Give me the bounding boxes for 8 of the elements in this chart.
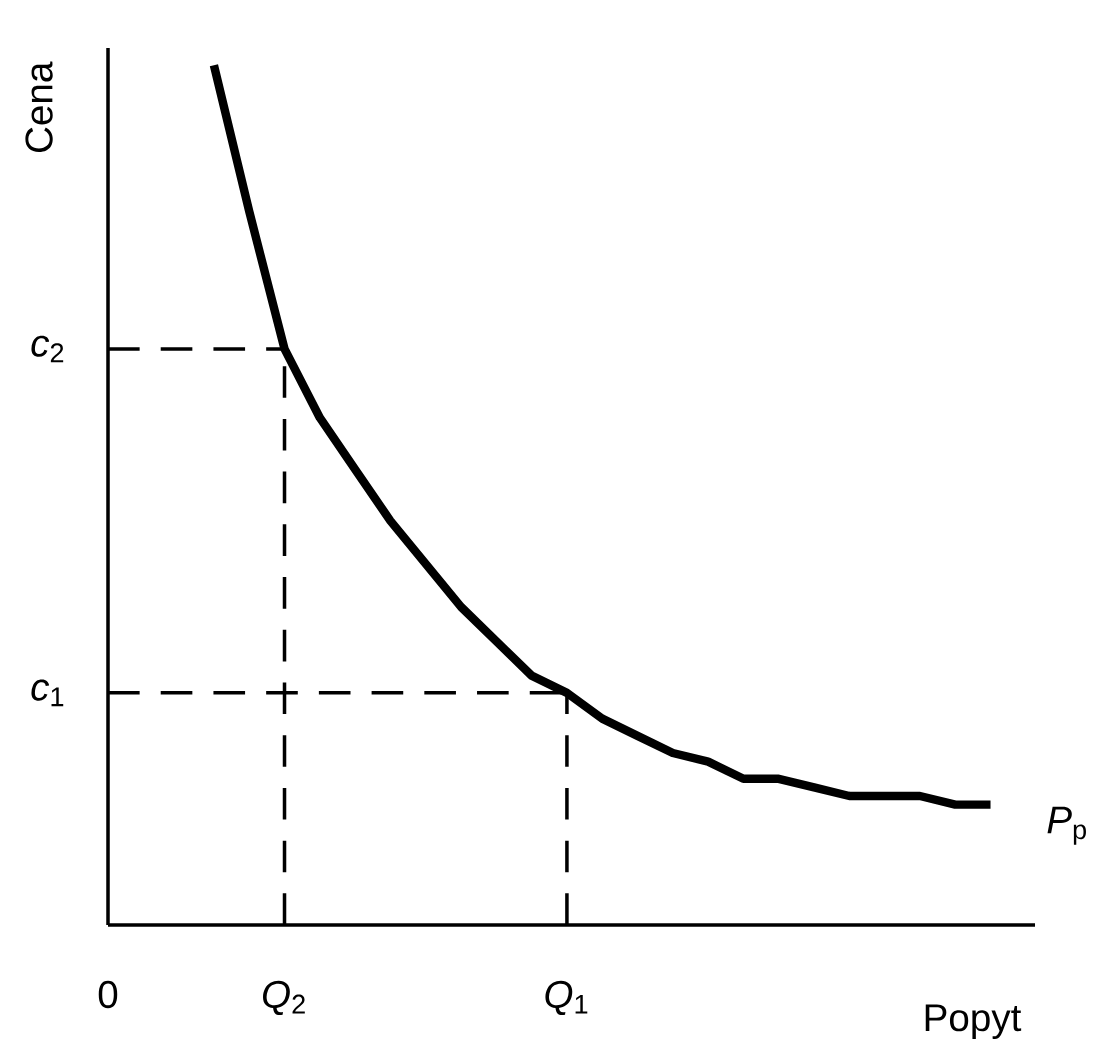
series-label: P$_{p}$ xyxy=(1047,806,1086,845)
x-tick-label: 0 xyxy=(98,980,118,1009)
y-axis-title: Cena xyxy=(25,61,53,153)
series-label: c$_{2}$ xyxy=(31,335,64,363)
x-axis-title: Popyt xyxy=(925,1004,1022,1039)
x-tick-label: Q$_{2}$ xyxy=(263,980,305,1016)
x-tick-label: Q$_{1}$ xyxy=(545,980,588,1016)
series-label: c$_{1}$ xyxy=(31,679,64,707)
